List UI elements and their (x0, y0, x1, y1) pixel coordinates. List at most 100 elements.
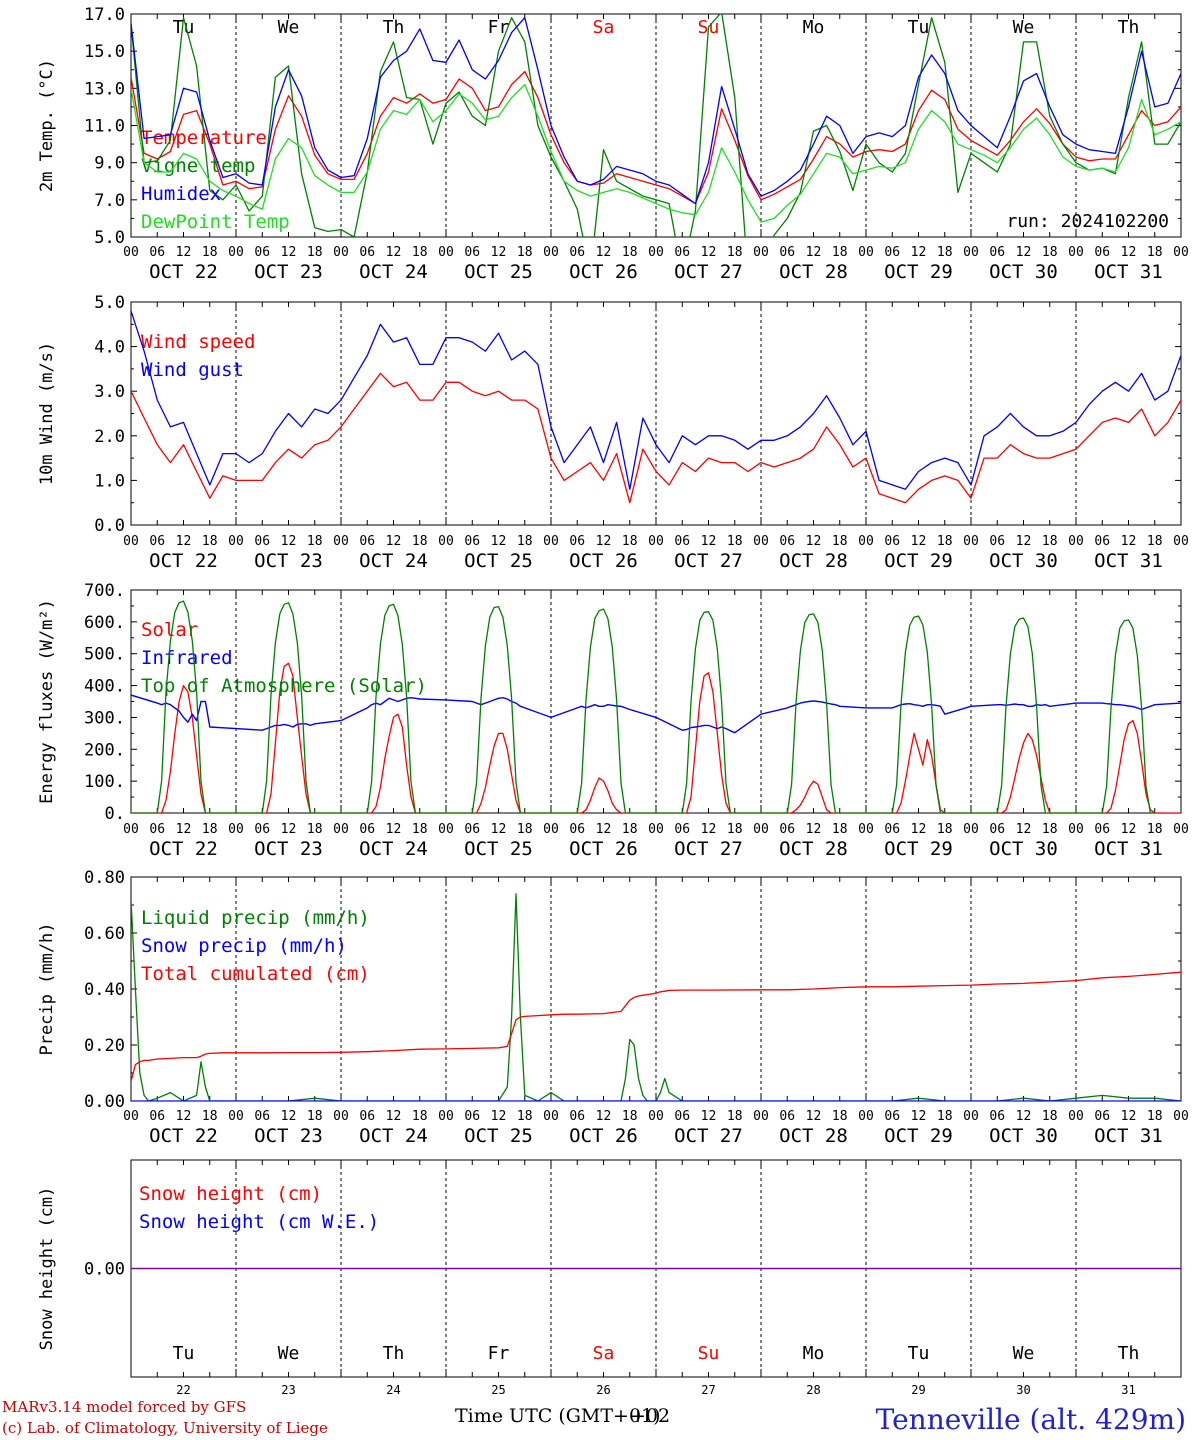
hour-tick-label: 00 (123, 822, 139, 837)
legend-entry-precip: Total cumulated (cm) (141, 963, 370, 985)
hour-tick-label: 06 (359, 534, 375, 549)
y-tick-label: 17.0 (84, 5, 125, 25)
hour-tick-label: 12 (1016, 245, 1032, 260)
hour-tick-label: 00 (753, 1109, 769, 1124)
hour-tick-label: 06 (989, 822, 1005, 837)
hour-tick-label: 12 (701, 1109, 717, 1124)
day-name-label: We (278, 1343, 300, 1364)
hour-tick-label: 12 (1121, 1109, 1137, 1124)
date-label: OCT 24 (359, 261, 428, 283)
date-label: OCT 27 (674, 838, 743, 860)
hour-tick-label: 18 (1147, 822, 1163, 837)
hour-tick-label: 00 (123, 1109, 139, 1124)
hour-tick-label: 06 (464, 822, 480, 837)
hour-tick-label: 12 (386, 534, 402, 549)
date-label: OCT 26 (569, 261, 638, 283)
hour-tick-label: 12 (596, 245, 612, 260)
day-name-label: Fr (488, 17, 510, 38)
hour-tick-label: 06 (779, 245, 795, 260)
hour-tick-label: 00 (438, 534, 454, 549)
hour-tick-label: 06 (779, 822, 795, 837)
hour-tick-label: 00 (1173, 534, 1189, 549)
hour-tick-label: 18 (412, 822, 428, 837)
date-label: OCT 31 (1094, 550, 1163, 572)
hour-tick-label: 12 (281, 822, 297, 837)
day-name-label: We (278, 17, 300, 38)
hour-tick-label: 18 (202, 822, 218, 837)
date-label: OCT 26 (569, 550, 638, 572)
y-tick-label: 0.0 (94, 516, 125, 536)
day-name-label: Fr (488, 1343, 510, 1364)
hour-tick-label: 12 (1121, 534, 1137, 549)
hour-tick-label: 18 (412, 245, 428, 260)
date-label: OCT 29 (884, 1125, 953, 1147)
day-number-label: 31 (1121, 1383, 1135, 1397)
day-number-label: 26 (596, 1383, 610, 1397)
hour-tick-label: 00 (333, 1109, 349, 1124)
legend-entry-precip: Snow precip (mm/h) (141, 935, 347, 957)
day-number-label: 27 (701, 1383, 715, 1397)
hour-tick-label: 18 (1042, 1109, 1058, 1124)
date-label: OCT 24 (359, 1125, 428, 1147)
hour-tick-label: 18 (1042, 534, 1058, 549)
plot-frame-energy (130, 589, 1182, 814)
date-label: OCT 30 (989, 838, 1058, 860)
legend-entry-temperature: DewPoint Temp (141, 211, 290, 233)
hour-tick-label: 00 (963, 245, 979, 260)
hour-tick-label: 06 (674, 245, 690, 260)
hour-tick-label: 12 (176, 822, 192, 837)
hour-tick-label: 06 (569, 1109, 585, 1124)
day-number-label: 28 (806, 1383, 820, 1397)
date-label: OCT 25 (464, 1125, 533, 1147)
hour-tick-label: 06 (464, 245, 480, 260)
hour-tick-label: 06 (149, 534, 165, 549)
hour-tick-label: 00 (963, 1109, 979, 1124)
date-label: OCT 26 (569, 838, 638, 860)
hour-tick-label: 18 (727, 534, 743, 549)
y-tick-label: 200. (84, 740, 125, 760)
date-label: OCT 30 (989, 550, 1058, 572)
hour-tick-label: 06 (254, 1109, 270, 1124)
date-label: OCT 28 (779, 550, 848, 572)
day-number-label: 25 (491, 1383, 505, 1397)
hour-tick-label: 18 (412, 1109, 428, 1124)
y-tick-label: 400. (84, 677, 125, 697)
day-name-label: We (1013, 17, 1035, 38)
y-tick-label: 500. (84, 645, 125, 665)
hour-tick-label: 12 (1016, 1109, 1032, 1124)
hour-tick-label: 12 (176, 534, 192, 549)
day-name-label: Sa (593, 1343, 615, 1364)
series-line-temperature-2 (131, 17, 1181, 205)
legend-entry-snow: Snow height (cm W.E.) (139, 1211, 379, 1233)
hour-tick-label: 06 (569, 822, 585, 837)
date-label: OCT 29 (884, 838, 953, 860)
hour-tick-label: 06 (674, 1109, 690, 1124)
hour-tick-label: 00 (228, 1109, 244, 1124)
hour-tick-label: 00 (438, 245, 454, 260)
hour-tick-label: 12 (911, 534, 927, 549)
x-axis-title-text: Time UTC (GMT+01) (455, 1405, 661, 1427)
date-label: OCT 25 (464, 838, 533, 860)
y-tick-label: 300. (84, 708, 125, 728)
hour-tick-label: 12 (491, 534, 507, 549)
hour-tick-label: 18 (622, 245, 638, 260)
copyright-credit: (c) Lab. of Climatology, University of L… (2, 1419, 328, 1437)
hour-tick-label: 18 (307, 534, 323, 549)
y-tick-label: 7.0 (94, 191, 125, 211)
hour-tick-label: 12 (911, 822, 927, 837)
hour-tick-label: 00 (228, 534, 244, 549)
date-label: OCT 28 (779, 1125, 848, 1147)
hour-tick-label: 00 (228, 245, 244, 260)
x-axis-title: Time UTC (GMT+01) +02 (455, 1405, 670, 1427)
day-name-label: Th (1118, 17, 1140, 38)
hour-tick-label: 06 (884, 245, 900, 260)
hour-tick-label: 06 (884, 534, 900, 549)
hour-tick-label: 06 (569, 534, 585, 549)
date-label: OCT 25 (464, 550, 533, 572)
y-tick-label: 3.0 (94, 382, 125, 402)
hour-tick-label: 00 (1068, 1109, 1084, 1124)
hour-tick-label: 18 (937, 822, 953, 837)
date-label: OCT 22 (149, 1125, 218, 1147)
hour-tick-label: 18 (622, 534, 638, 549)
